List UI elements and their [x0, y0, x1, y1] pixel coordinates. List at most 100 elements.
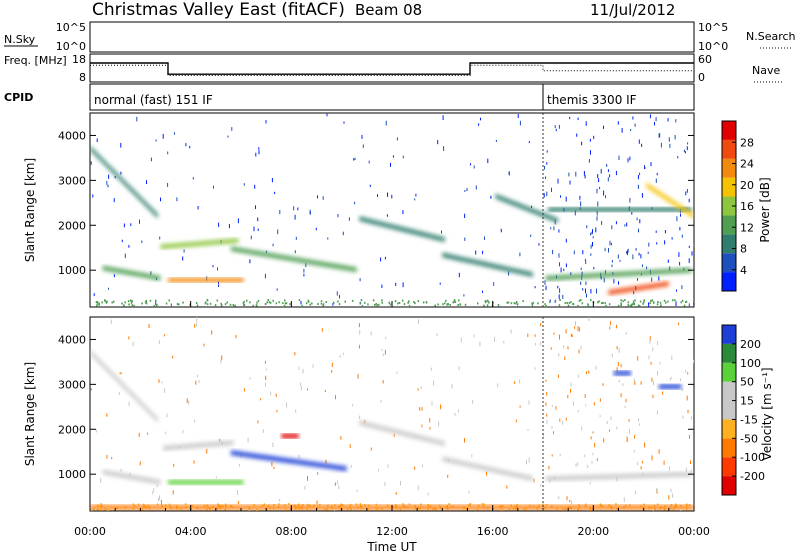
scatter-pixel: [578, 374, 580, 378]
scatter-pixel: [658, 133, 660, 138]
noise-speck: [580, 37, 581, 38]
scatter-pixel: [359, 415, 361, 420]
scatter-pixel: [603, 190, 605, 196]
echo-region: [359, 216, 445, 243]
scatter-pixel: [286, 402, 288, 408]
echo-region: [90, 349, 158, 423]
ground-scatter-pixel: [617, 304, 620, 307]
scatter-pixel: [534, 286, 536, 289]
noise-speck: [545, 34, 546, 37]
ground-scatter-pixel: [340, 503, 342, 506]
scatter-pixel: [339, 294, 340, 299]
scatter-pixel: [385, 120, 387, 126]
echo-region: [102, 265, 161, 281]
scatter-pixel: [162, 133, 164, 139]
scatter-pixel: [300, 301, 302, 305]
scatter-pixel: [370, 447, 372, 451]
noise-speck: [581, 34, 582, 36]
noise-speck: [353, 30, 354, 32]
ground-scatter-pixel: [124, 301, 126, 304]
velocity-colorbar-swatch: [722, 325, 736, 344]
noise-speck: [304, 31, 305, 33]
scatter-pixel: [458, 272, 460, 278]
scatter-pixel: [593, 267, 595, 270]
scatter-pixel: [460, 337, 462, 343]
noise-speck: [345, 38, 346, 39]
scatter-pixel: [558, 124, 560, 129]
scatter-pixel: [421, 407, 423, 411]
scatter-pixel: [378, 468, 380, 472]
scatter-pixel: [555, 406, 557, 410]
velocity-colorbar-tick-label: 100: [740, 357, 761, 370]
scatter-pixel: [271, 462, 273, 467]
ground-scatter-pixel: [320, 302, 323, 305]
ground-scatter-pixel: [564, 302, 567, 305]
ground-scatter-pixel: [320, 300, 323, 303]
noise-speck: [601, 35, 602, 37]
ground-scatter-pixel: [572, 303, 575, 306]
noise-speck: [311, 31, 312, 32]
scatter-pixel: [392, 155, 394, 158]
scatter-pixel: [295, 236, 297, 240]
scatter-pixel: [369, 184, 371, 187]
scatter-pixel: [464, 213, 466, 219]
scatter-pixel: [165, 431, 167, 434]
scatter-pixel: [150, 271, 152, 275]
scatter-pixel: [258, 147, 260, 150]
scatter-pixel: [650, 361, 652, 365]
ground-scatter-pixel: [420, 503, 422, 506]
scatter-pixel: [305, 263, 307, 267]
ground-scatter-pixel: [278, 301, 280, 304]
power-colorbar-tick-label: 16: [740, 200, 754, 213]
scatter-pixel: [440, 404, 442, 410]
scatter-pixel: [680, 378, 681, 382]
scatter-pixel: [609, 321, 611, 326]
scatter-pixel: [690, 416, 692, 420]
scatter-pixel: [255, 205, 256, 209]
noise-speck: [587, 38, 588, 41]
scatter-pixel: [158, 340, 160, 344]
ground-scatter-pixel: [285, 302, 288, 305]
ground-scatter-pixel: [545, 503, 548, 506]
scatter-pixel: [654, 122, 655, 126]
velocity-colorbar-tick-label: -100: [740, 451, 765, 464]
scatter-pixel: [549, 299, 551, 303]
ground-scatter-pixel: [256, 301, 258, 304]
scatter-pixel: [249, 377, 251, 380]
scatter-pixel: [362, 144, 364, 148]
scatter-pixel: [680, 510, 682, 511]
scatter-pixel: [611, 225, 613, 230]
ground-scatter-pixel: [620, 304, 622, 307]
scatter-pixel: [148, 324, 150, 329]
scatter-pixel: [387, 192, 388, 197]
x-tick-label: 08:00: [275, 525, 307, 538]
ground-scatter-pixel: [464, 303, 467, 306]
scatter-pixel: [155, 139, 157, 142]
scatter-pixel: [687, 409, 689, 414]
noise-left-label: N.Sky: [4, 33, 36, 46]
noise-speck: [547, 37, 548, 38]
velocity-colorbar-tick-label: -15: [740, 413, 758, 426]
scatter-pixel: [592, 236, 594, 239]
scatter-pixel: [664, 230, 666, 234]
scatter-pixel: [578, 349, 580, 354]
scatter-pixel: [276, 409, 278, 413]
scatter-pixel: [353, 158, 355, 161]
ground-scatter-pixel: [333, 301, 335, 304]
noise-speck: [669, 37, 670, 39]
scatter-pixel: [617, 121, 619, 125]
ground-scatter-pixel: [477, 302, 479, 305]
scatter-pixel: [562, 294, 564, 300]
noise-speck: [116, 31, 117, 32]
scatter-pixel: [220, 359, 222, 364]
scatter-pixel: [565, 263, 567, 268]
scatter-pixel: [553, 226, 555, 231]
ground-scatter-pixel: [284, 299, 286, 302]
noise-speck: [601, 33, 602, 35]
scatter-pixel: [616, 346, 618, 350]
scatter-pixel: [623, 497, 625, 502]
scatter-pixel: [545, 379, 547, 382]
ground-scatter-pixel: [104, 299, 106, 302]
scatter-pixel: [586, 225, 588, 229]
